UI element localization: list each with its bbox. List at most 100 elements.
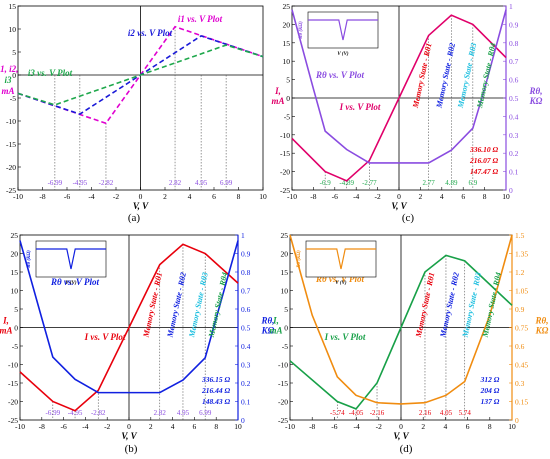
- chart-b-xtick-label: -6: [60, 422, 66, 431]
- chart-d-y2tick-label: 0.9: [515, 305, 525, 314]
- chart-c-annotation: 4.89: [445, 179, 458, 187]
- chart-b-series-1-line: [19, 240, 239, 394]
- chart-c-y2tick-label: 0.4: [509, 112, 519, 121]
- chart-d-series-label: Rθ vs. V Plot: [315, 274, 365, 284]
- chart-b-inset-ylabel: Rθ (KΩ): [27, 250, 32, 268]
- chart-a-series-label: i3 vs. V Plot: [28, 68, 73, 78]
- chart-d-resistance-annotation: 312 Ω: [480, 375, 500, 384]
- chart-c-region-label: Memory State - Rθ1: [411, 42, 434, 110]
- chart-d-ylabel-left: I,: [272, 316, 279, 326]
- chart-d-annotation: -2.16: [370, 409, 385, 417]
- chart-a-xtick-label: 10: [259, 192, 267, 201]
- chart-b-xtick-label: -4: [82, 422, 88, 431]
- chart-b-ytick-label: -15: [8, 379, 18, 388]
- chart-b-inset-line: [36, 248, 106, 270]
- chart-b-y2tick-label: 0.3: [241, 361, 251, 370]
- chart-d-series-label: I vs. V Plot: [324, 332, 366, 342]
- chart-d-annotation: -5.74: [330, 409, 345, 417]
- chart-c-annotation: -2.77: [362, 179, 377, 187]
- chart-c-ytick-label: -10: [280, 131, 290, 140]
- chart-a-annotation: -4.95: [73, 179, 88, 187]
- chart-c-resistance-annotation: 336.10 Ω: [469, 145, 499, 154]
- chart-d-annotation: -4.05: [349, 409, 364, 417]
- chart-c-y2tick-label: 0.1: [509, 168, 519, 177]
- chart-b-ytick-label: 15: [11, 268, 19, 277]
- chart-c-xtick-label: 8: [483, 192, 487, 201]
- chart-b-annotation: -2.82: [91, 409, 106, 417]
- chart-c-annotation: 6.9: [468, 179, 477, 187]
- chart-d-xtick-label: 2: [421, 422, 425, 431]
- chart-d-ytick-label: 15: [281, 268, 289, 277]
- chart-d-y2tick-label: 0.3: [515, 379, 525, 388]
- chart-c-series-0-line: [291, 14, 507, 182]
- chart-d-resistance-annotation: 137 Ω: [481, 397, 500, 406]
- chart-c-ytick-label: 5: [286, 76, 290, 85]
- chart-a-annotation: 6.99: [220, 179, 233, 187]
- chart-a-xtick-label: 0: [139, 192, 143, 201]
- chart-d-xtick-label: 10: [508, 422, 516, 431]
- chart-a-annotation: -6.99: [48, 179, 63, 187]
- chart-b-xtick-label: 10: [234, 422, 242, 431]
- chart-d-ylabel-right: KΩ: [535, 326, 549, 336]
- chart-c-y2tick-label: 0.9: [509, 20, 519, 29]
- chart-b-annotation: -4.95: [68, 409, 83, 417]
- chart-c-xtick-label: -10: [287, 192, 297, 201]
- chart-d-ytick-label: 0: [284, 324, 288, 333]
- chart-c-y2tick-label: 0: [509, 186, 513, 195]
- chart-b-y2tick-label: 0.5: [241, 324, 251, 333]
- chart-a-ytick-label: -25: [6, 186, 16, 195]
- chart-c-xtick-label: 0: [397, 192, 401, 201]
- chart-c-resistance-annotation: 216.07 Ω: [469, 156, 499, 165]
- chart-b-ytick-label: -10: [8, 361, 18, 370]
- chart-c-ylabel-right: Rθ,: [529, 86, 543, 96]
- chart-c-ytick-label: 10: [283, 57, 291, 66]
- chart-a-ytick-label: 15: [9, 2, 17, 11]
- chart-c-ylabel-left: I,: [274, 86, 281, 96]
- chart-b-region-label: Memory State - Rθ3: [187, 271, 210, 339]
- chart-d-xlabel: V, V: [393, 431, 409, 441]
- chart-d-ytick-label: -25: [278, 416, 288, 425]
- chart-d-ytick-label: 10: [281, 287, 289, 296]
- chart-a-xtick-label: -6: [64, 192, 70, 201]
- chart-a-xtick-label: 8: [237, 192, 241, 201]
- chart-b-y2tick-label: 0.8: [241, 268, 251, 277]
- chart-c-annotation: -4.89: [339, 179, 354, 187]
- chart-b-ytick-label: 5: [14, 305, 18, 314]
- chart-a-ylabel: mA: [1, 86, 14, 96]
- chart-c-inset-ylabel: Rθ (KΩ): [299, 21, 304, 39]
- chart-d-inset-line: [306, 248, 376, 270]
- chart-c-series-1-line: [291, 9, 507, 164]
- chart-d-xtick-label: 6: [466, 422, 470, 431]
- chart-a-ytick-label: 5: [12, 48, 16, 57]
- chart-d-y2tick-label: 0.45: [515, 361, 528, 370]
- chart-d-annotation: 4.05: [440, 409, 453, 417]
- chart-c-xtick-label: 2: [419, 192, 423, 201]
- chart-c-y2tick-label: 0.5: [509, 94, 519, 103]
- chart-d-resistance-annotation: 204 Ω: [480, 386, 500, 395]
- chart-d-ylabel-right: Rθ,: [535, 316, 549, 326]
- chart-c-series-label: Rθ vs. V Plot: [315, 70, 365, 80]
- chart-a-xtick-label: -4: [88, 192, 94, 201]
- chart-c-y2tick-label: 0.3: [509, 131, 519, 140]
- chart-b-annotation: 2.82: [154, 409, 167, 417]
- chart-b-annotation: 4.95: [177, 409, 190, 417]
- chart-b-ytick-label: 25: [11, 231, 19, 240]
- panel-label-b: (b): [125, 443, 138, 455]
- chart-d-ytick-label: 25: [281, 231, 289, 240]
- chart-d-ytick-label: -10: [278, 361, 288, 370]
- chart-b-y2tick-label: 0.6: [241, 305, 251, 314]
- chart-d-ytick-label: -5: [282, 342, 288, 351]
- chart-c-ytick-label: 25: [283, 2, 291, 11]
- chart-c-ytick-label: -15: [280, 149, 290, 158]
- chart-a-ytick-label: -10: [6, 117, 16, 126]
- chart-c-xtick-label: -4: [353, 192, 359, 201]
- chart-c-xtick-label: -6: [332, 192, 338, 201]
- chart-c-ytick-label: -20: [280, 168, 290, 177]
- chart-d-annotation: 2.16: [419, 409, 432, 417]
- chart-a-annotation: -2.82: [99, 179, 114, 187]
- chart-d-inset-ylabel: Rθ (KΩ): [297, 250, 302, 268]
- panel-label-a: (a): [128, 212, 141, 224]
- chart-a-xtick-label: -2: [113, 192, 119, 201]
- chart-b-ytick-label: 10: [11, 287, 19, 296]
- chart-c-xlabel: V, V: [391, 201, 407, 211]
